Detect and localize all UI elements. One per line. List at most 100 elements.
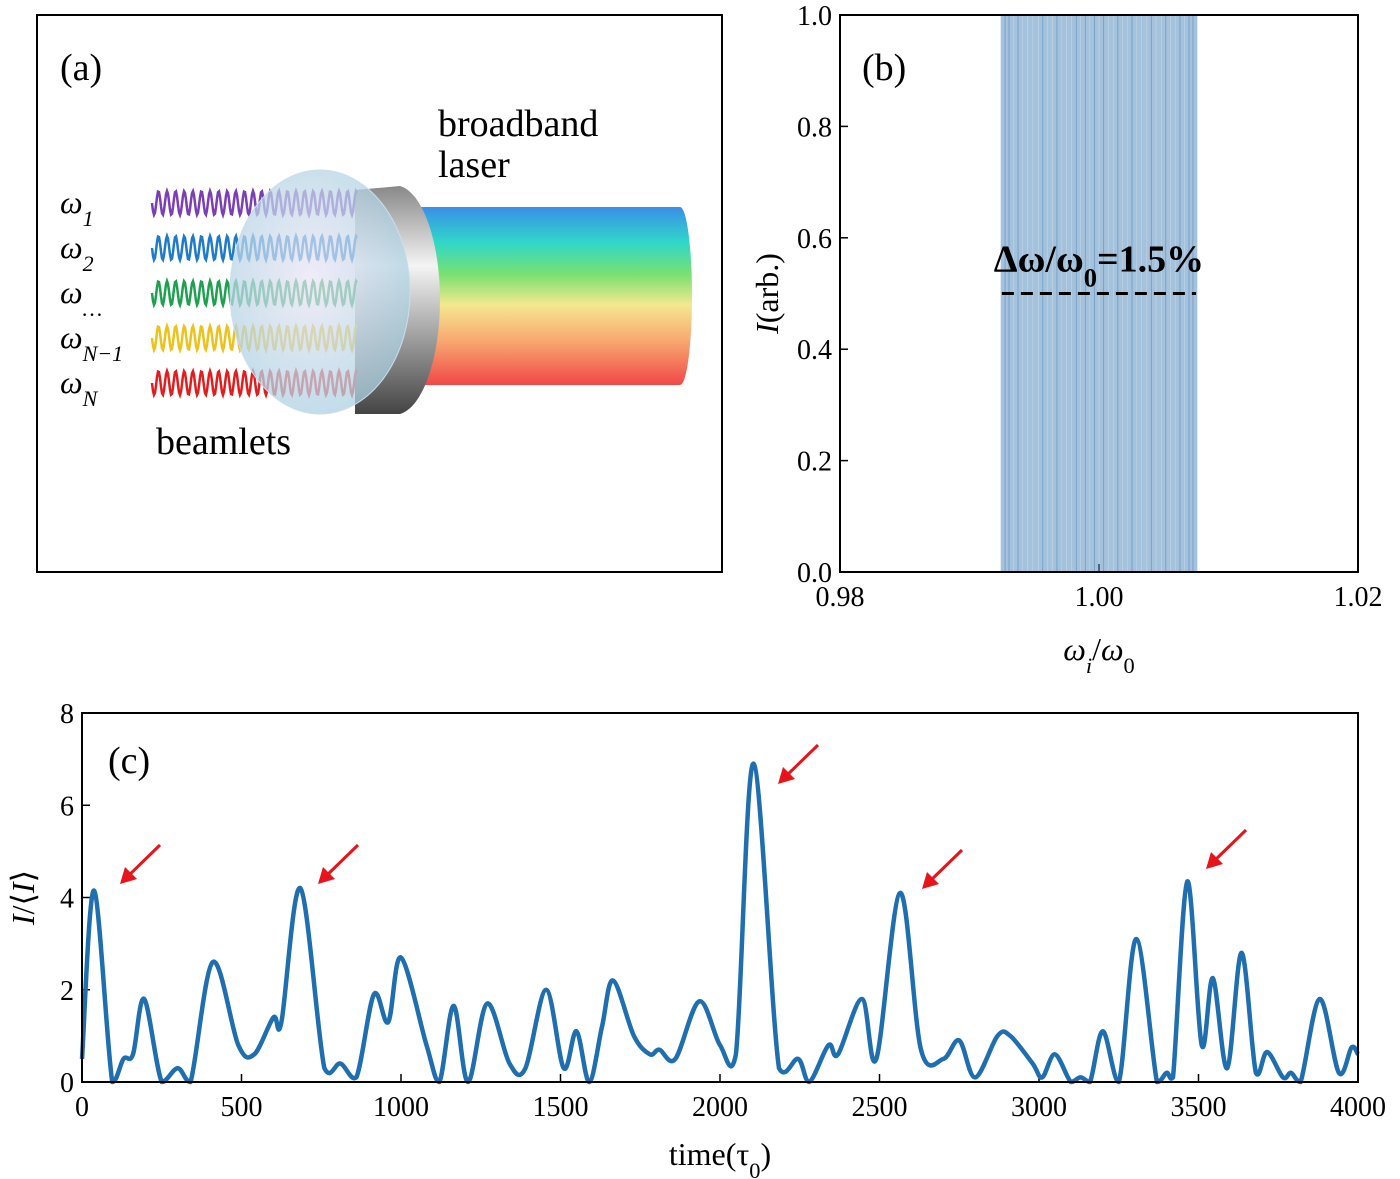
- x-tick-label: 1000: [373, 1092, 429, 1123]
- x-tick-label: 0.98: [816, 582, 865, 613]
- intensity-line: [79, 761, 1360, 1085]
- y-tick-label: 2: [60, 976, 74, 1007]
- x-axis-label-part: i: [1086, 653, 1092, 678]
- arrow-shaft: [1210, 828, 1248, 865]
- spectral-line: [1093, 15, 1099, 572]
- spectral-line: [1170, 15, 1176, 572]
- y-axis-label-part: ⟩: [5, 870, 41, 882]
- x-axis-label-part: ω: [1101, 631, 1124, 667]
- beamlet-symbol: ω: [60, 319, 83, 355]
- x-axis-label: time(τ0): [669, 1136, 771, 1179]
- y-tick-label: 0.8: [797, 112, 832, 143]
- beamlet-sub: N: [82, 386, 99, 411]
- y-tick-label: 0.2: [797, 447, 832, 478]
- beamlet-label: ω1: [60, 184, 94, 231]
- x-tick-label: 3500: [1171, 1092, 1227, 1123]
- beamlet-symbol: ω: [60, 274, 83, 310]
- lens: [229, 169, 411, 415]
- bandwidth-annotation-part: 0: [1084, 263, 1097, 293]
- arrow-head: [318, 867, 335, 884]
- spectral-line: [1184, 15, 1190, 572]
- x-tick-label: 500: [221, 1092, 263, 1123]
- x-axis-label-part: 0: [749, 1158, 760, 1179]
- bandwidth-annotation: Δω/ω0=1.5%: [994, 239, 1204, 293]
- beamlet-label: ω2: [60, 229, 94, 276]
- y-tick-label: 4: [60, 884, 74, 915]
- y-axis-label-part: (arb.): [749, 253, 785, 323]
- beamlet-label: ωN: [60, 364, 99, 411]
- y-axis-label: I(arb.): [749, 253, 785, 335]
- arrow-head: [1206, 852, 1223, 869]
- spectral-line: [1150, 15, 1156, 572]
- spectral-line: [1127, 15, 1133, 572]
- panel-label: (b): [862, 47, 906, 89]
- axes-frame: [81, 712, 1359, 1083]
- spectral-line: [1108, 15, 1114, 572]
- x-tick-label: 1500: [533, 1092, 589, 1123]
- x-tick-label: 2500: [852, 1092, 908, 1123]
- axes-frame: [839, 14, 1359, 573]
- bandwidth-annotation-part: Δω/ω: [994, 239, 1084, 281]
- y-axis-label-part: I: [5, 881, 41, 894]
- bandwidth-annotation-part: =1.5%: [1097, 239, 1204, 281]
- laser-beam: [420, 207, 692, 385]
- y-tick-label: 0.4: [797, 335, 832, 366]
- y-tick-label: 0.6: [797, 224, 832, 255]
- x-tick-label: 1.02: [1334, 582, 1383, 613]
- y-tick-label: 6: [60, 791, 74, 822]
- x-tick-label: 3000: [1011, 1092, 1067, 1123]
- spectral-line: [1188, 15, 1194, 572]
- beamlet-symbol: ω: [60, 229, 83, 265]
- x-axis-label-part: ω: [1063, 631, 1086, 667]
- spectral-line: [1165, 15, 1171, 572]
- panel-a-frame: [36, 14, 723, 573]
- spectral-line: [1131, 15, 1137, 572]
- y-axis-label-part: /⟨: [5, 893, 41, 914]
- panel-label: (a): [60, 47, 102, 89]
- beamlet-sub: 1: [83, 206, 94, 231]
- y-axis-label-part: I: [5, 913, 41, 926]
- laser-label: broadband: [438, 103, 598, 145]
- y-tick-label: 0: [60, 1068, 74, 1099]
- x-axis-label-part: /: [1092, 631, 1101, 667]
- y-axis-label-part: I: [749, 322, 785, 335]
- x-axis-label: ωi/ω0: [1063, 631, 1135, 678]
- spectral-line: [1071, 15, 1077, 572]
- x-axis-label-part: ): [760, 1136, 771, 1172]
- beamlet-sub: 2: [83, 251, 94, 276]
- arrow-shaft: [782, 743, 820, 780]
- x-tick-label: 1.00: [1075, 582, 1124, 613]
- spectral-line: [1090, 15, 1096, 572]
- beamlet-sub: …: [83, 296, 103, 321]
- spectral-line: [1113, 15, 1119, 572]
- y-tick-label: 8: [60, 699, 74, 730]
- x-tick-label: 4000: [1330, 1092, 1386, 1123]
- arrow-shaft: [124, 843, 162, 880]
- beamlet-label: ω…: [60, 274, 102, 321]
- arrow-head: [778, 767, 795, 784]
- spectral-line: [1056, 15, 1062, 572]
- panel-label: (c): [108, 740, 150, 782]
- x-axis-label-part: 0: [1124, 653, 1135, 678]
- x-tick-label: 2000: [692, 1092, 748, 1123]
- beamlet-label: ωN−1: [60, 319, 123, 366]
- arrow-head: [120, 867, 137, 884]
- x-tick-label: 0: [75, 1092, 89, 1123]
- arrow-shaft: [926, 848, 964, 885]
- laser-label: laser: [438, 144, 510, 186]
- beamlet-symbol: ω: [60, 364, 83, 400]
- spectral-line: [1033, 15, 1039, 572]
- y-axis-label: I/⟨I⟩: [5, 870, 41, 926]
- y-tick-label: 0.0: [797, 558, 832, 589]
- arrow-shaft: [322, 843, 360, 880]
- beamlets-label: beamlets: [156, 421, 291, 463]
- beamlet-sub: N−1: [82, 341, 124, 366]
- beamlet-symbol: ω: [60, 184, 83, 220]
- spectral-line: [1052, 15, 1058, 572]
- spectral-line: [1147, 15, 1153, 572]
- spectral-line: [1013, 15, 1019, 572]
- x-axis-label-part: time(τ: [669, 1136, 750, 1172]
- y-tick-label: 1.0: [797, 1, 832, 32]
- arrow-head: [922, 872, 939, 889]
